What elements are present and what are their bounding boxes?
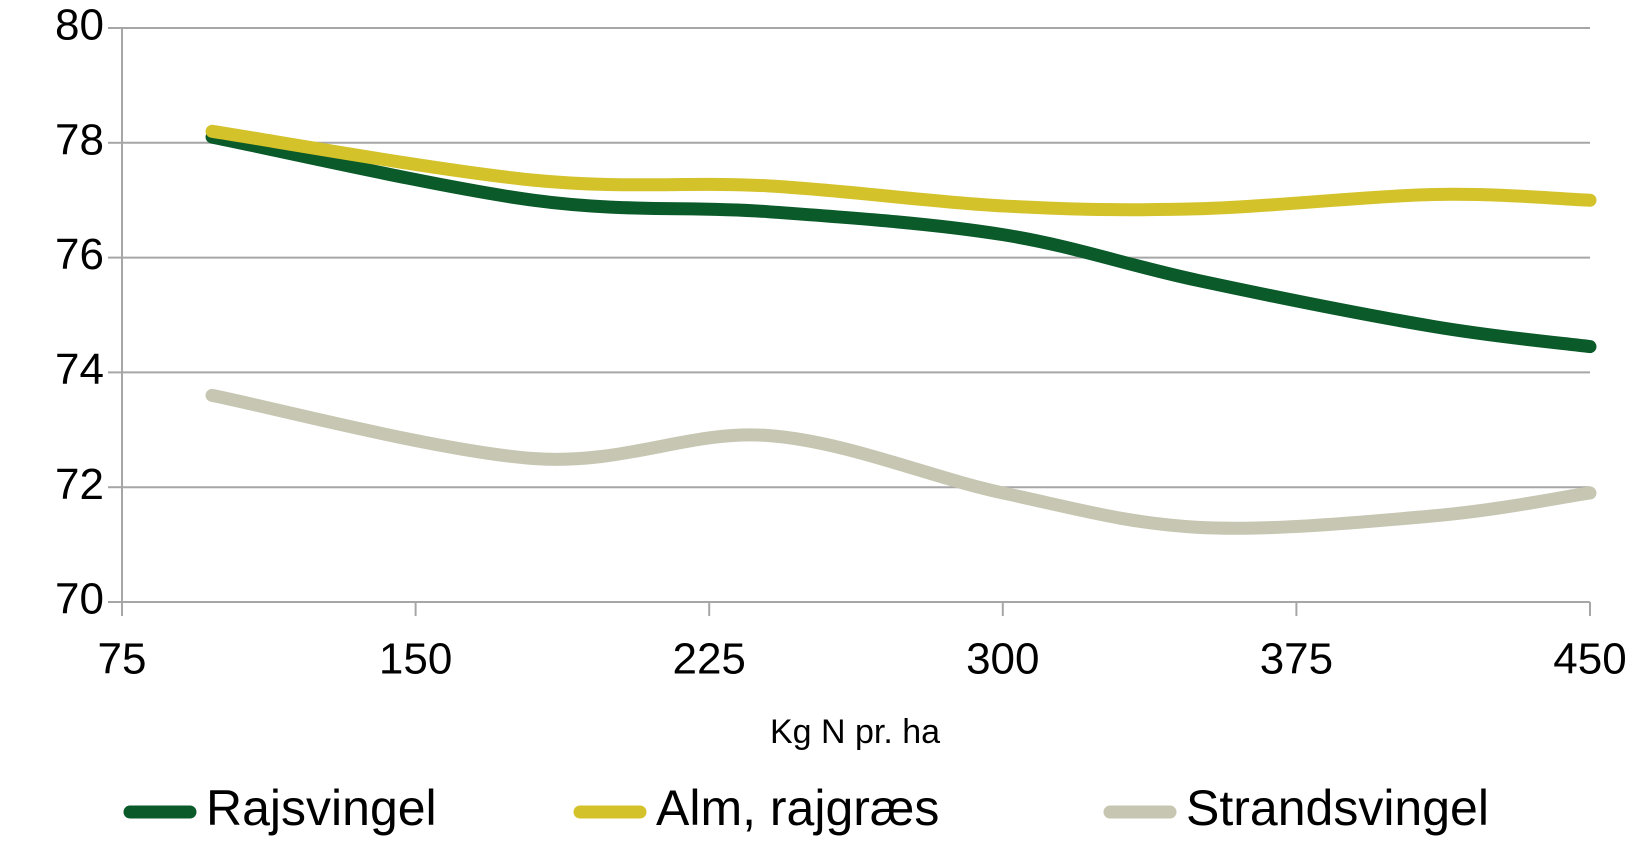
x-tick-label: 450: [1553, 635, 1626, 684]
x-tick-label: 75: [98, 635, 147, 684]
y-tick-label: 70: [55, 575, 104, 624]
legend-label: Alm, rajgræs: [656, 780, 939, 836]
legend-label: Rajsvingel: [206, 780, 437, 836]
series-line: [205, 124, 1597, 217]
y-tick-label: 72: [55, 460, 104, 509]
series-line: [205, 388, 1597, 535]
x-tick-label: 300: [966, 635, 1039, 684]
x-tick-label: 375: [1260, 635, 1333, 684]
legend-label: Strandsvingel: [1186, 780, 1489, 836]
x-tick-label: 225: [672, 635, 745, 684]
x-tick-label: 150: [379, 635, 452, 684]
y-tick-label: 80: [55, 1, 104, 50]
y-tick-label: 76: [55, 230, 104, 279]
x-axis-title: Kg N pr. ha: [770, 713, 940, 751]
y-tick-label: 78: [55, 115, 104, 164]
y-tick-label: 74: [55, 345, 104, 394]
series-line: [205, 130, 1597, 354]
